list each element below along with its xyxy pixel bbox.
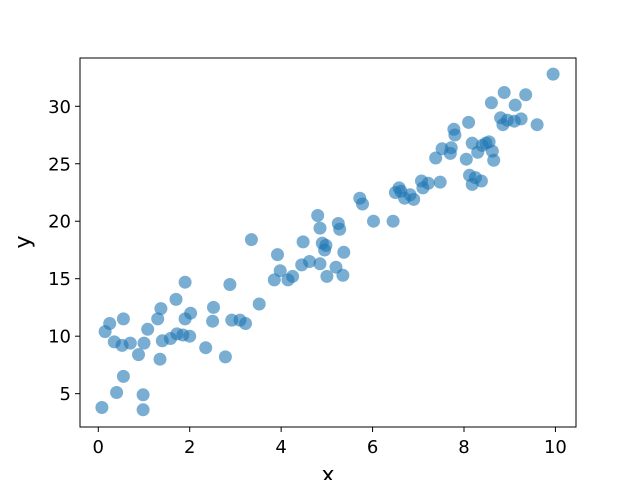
x-tick-label: 4 bbox=[275, 437, 286, 458]
data-point bbox=[178, 275, 192, 289]
data-point bbox=[407, 192, 421, 206]
x-axis-ticks: 0 2 4 6 8 10 bbox=[93, 427, 567, 458]
data-point bbox=[206, 314, 220, 328]
data-point bbox=[497, 86, 511, 99]
y-tick-label: 25 bbox=[48, 154, 71, 175]
x-tick-label: 6 bbox=[367, 437, 378, 458]
plot-frame bbox=[79, 57, 577, 428]
data-point bbox=[153, 352, 167, 366]
data-points bbox=[95, 67, 560, 417]
data-point bbox=[519, 88, 533, 102]
data-point bbox=[169, 292, 183, 306]
data-point bbox=[311, 209, 325, 222]
y-tick-label: 5 bbox=[60, 384, 71, 405]
data-point bbox=[320, 269, 334, 283]
x-axis-label: x bbox=[321, 463, 334, 480]
data-point bbox=[313, 257, 327, 271]
data-point bbox=[218, 350, 232, 364]
data-point bbox=[116, 312, 130, 326]
y-axis-label: y bbox=[11, 235, 36, 248]
data-point bbox=[183, 329, 197, 343]
data-point bbox=[367, 214, 380, 228]
data-point bbox=[448, 128, 462, 142]
data-point bbox=[136, 403, 150, 417]
data-point bbox=[199, 341, 213, 355]
data-point bbox=[337, 245, 351, 259]
data-point bbox=[386, 214, 400, 228]
data-point bbox=[103, 317, 117, 330]
data-point bbox=[244, 233, 258, 247]
data-point bbox=[462, 115, 476, 129]
data-point bbox=[313, 221, 327, 235]
x-tick-label: 0 bbox=[93, 437, 104, 458]
data-point bbox=[444, 141, 458, 155]
data-point bbox=[184, 306, 198, 320]
data-point bbox=[110, 386, 124, 399]
data-point bbox=[239, 317, 252, 330]
data-point bbox=[137, 336, 151, 350]
data-point bbox=[141, 322, 155, 336]
data-point bbox=[286, 269, 300, 283]
data-point bbox=[303, 255, 316, 268]
y-tick-label: 10 bbox=[48, 327, 71, 348]
data-point bbox=[123, 336, 137, 350]
data-point bbox=[487, 153, 501, 167]
data-point bbox=[271, 248, 284, 262]
data-point bbox=[508, 98, 522, 112]
y-tick-label: 20 bbox=[48, 212, 71, 233]
data-point bbox=[333, 222, 347, 236]
data-point bbox=[273, 264, 287, 278]
data-point bbox=[546, 67, 560, 81]
data-point bbox=[356, 197, 369, 211]
data-point bbox=[514, 112, 528, 126]
data-point bbox=[151, 312, 165, 326]
data-point bbox=[421, 176, 435, 190]
data-point bbox=[459, 152, 473, 166]
data-point bbox=[95, 401, 109, 414]
data-point bbox=[319, 238, 333, 252]
x-tick-label: 2 bbox=[184, 437, 195, 458]
data-point bbox=[530, 118, 544, 132]
y-tick-label: 30 bbox=[48, 97, 71, 118]
data-point bbox=[296, 235, 310, 249]
x-tick-label: 8 bbox=[458, 437, 469, 458]
data-point bbox=[136, 388, 150, 402]
data-point bbox=[336, 268, 350, 282]
data-point bbox=[474, 174, 488, 188]
data-point bbox=[132, 348, 145, 362]
data-point bbox=[207, 300, 220, 314]
data-point bbox=[429, 151, 443, 165]
data-point bbox=[223, 278, 237, 291]
y-axis-ticks: 5 10 15 20 25 30 bbox=[48, 97, 80, 405]
data-point bbox=[154, 302, 168, 316]
data-point bbox=[484, 96, 498, 110]
data-point bbox=[433, 175, 447, 189]
data-point bbox=[267, 273, 281, 287]
data-point bbox=[252, 297, 266, 311]
y-tick-label: 15 bbox=[48, 269, 71, 290]
data-point bbox=[116, 369, 130, 383]
x-tick-label: 10 bbox=[544, 437, 567, 458]
